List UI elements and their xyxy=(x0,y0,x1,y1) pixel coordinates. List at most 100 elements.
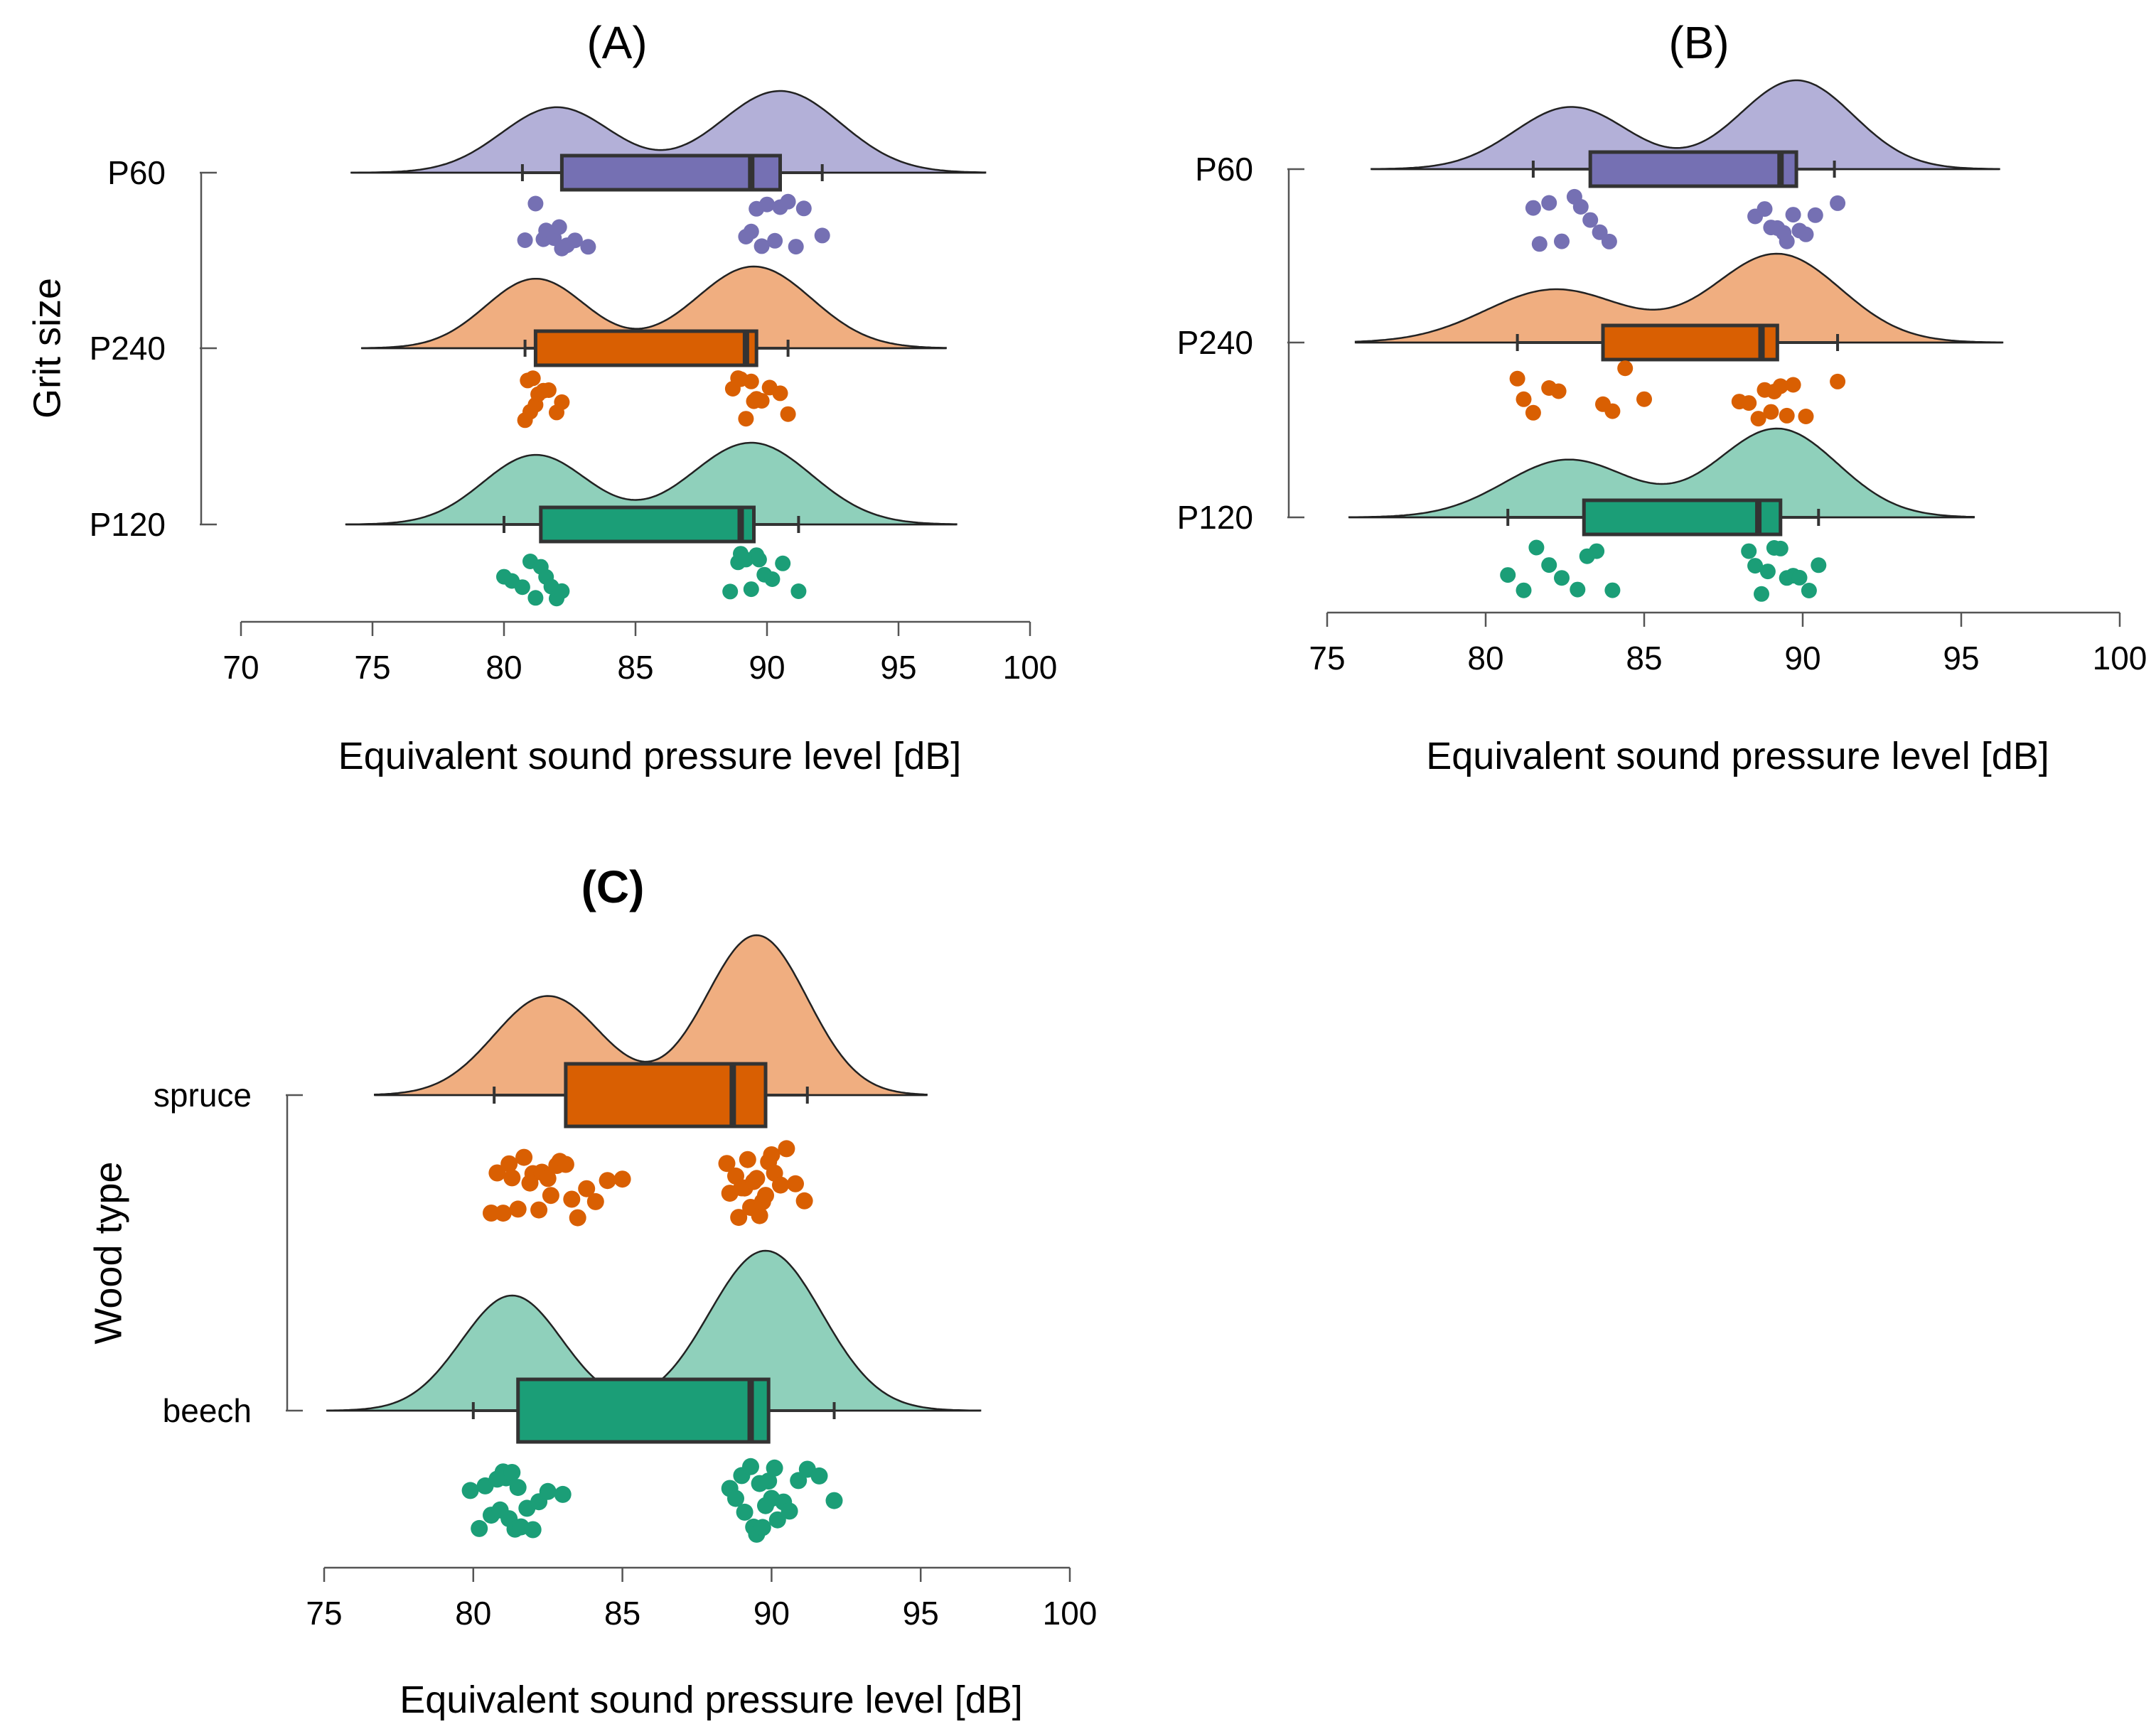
data-point xyxy=(483,1205,500,1222)
x-tick-label: 95 xyxy=(1943,640,1979,677)
box xyxy=(539,505,756,544)
data-point xyxy=(494,1205,512,1222)
data-point xyxy=(471,1519,488,1537)
data-point xyxy=(778,1140,795,1158)
data-point xyxy=(514,579,530,596)
data-point xyxy=(1801,583,1817,598)
data-point xyxy=(743,581,759,598)
data-point xyxy=(509,1479,527,1497)
data-point xyxy=(1617,360,1634,377)
y-tick-label: P240 xyxy=(90,330,166,367)
data-point xyxy=(748,1170,766,1187)
data-point xyxy=(569,1209,586,1227)
data-point xyxy=(578,1180,596,1197)
data-point xyxy=(1830,195,1846,211)
data-point xyxy=(736,1503,753,1521)
data-point xyxy=(1798,226,1814,242)
data-point xyxy=(825,1492,843,1509)
data-point xyxy=(1541,195,1557,211)
data-point xyxy=(1811,557,1827,573)
panel-b: (B) 75 80 85 90 95 100 Equivalent sound pressur… xyxy=(1177,17,2147,777)
data-point xyxy=(753,1519,771,1536)
box xyxy=(1582,498,1783,537)
data-point xyxy=(1759,564,1776,580)
data-point xyxy=(743,373,759,389)
density-cloud xyxy=(1348,427,1975,519)
data-point xyxy=(1541,557,1557,573)
data-point xyxy=(780,193,796,210)
data-point xyxy=(1572,199,1589,215)
series-p120 xyxy=(345,441,958,607)
x-axis-title: Equivalent sound pressure level [dB] xyxy=(399,1679,1023,1721)
data-point xyxy=(1791,569,1808,586)
data-point xyxy=(1525,200,1541,216)
data-point xyxy=(767,232,783,249)
data-point xyxy=(1636,391,1652,407)
data-point xyxy=(760,1472,778,1490)
data-point xyxy=(759,196,775,212)
data-point xyxy=(1601,233,1617,249)
data-point xyxy=(1807,207,1823,223)
data-point xyxy=(738,411,754,427)
panel-a: (A) 70 75 80 85 90 95 100 Equivalent sound press… xyxy=(26,17,1057,777)
box xyxy=(1588,150,1798,188)
data-point xyxy=(1757,201,1773,217)
y-tick-label: beech xyxy=(163,1392,252,1429)
data-point xyxy=(781,1502,798,1520)
data-point xyxy=(1500,567,1516,583)
data-point xyxy=(1741,543,1757,559)
data-point xyxy=(1554,570,1570,586)
data-point xyxy=(1570,581,1586,598)
box xyxy=(1601,323,1779,362)
data-point xyxy=(753,393,770,409)
data-point xyxy=(539,1482,557,1500)
data-point xyxy=(1779,233,1795,249)
data-point xyxy=(1772,378,1788,394)
x-tick-label: 75 xyxy=(354,649,390,686)
data-point xyxy=(780,406,796,422)
x-tick-label: 90 xyxy=(1784,640,1820,677)
data-point xyxy=(1772,540,1788,556)
data-point xyxy=(503,1464,521,1481)
x-tick-label: 85 xyxy=(604,1595,640,1632)
series-beech xyxy=(326,1249,982,1543)
data-point xyxy=(757,1187,774,1205)
data-point xyxy=(764,571,781,587)
x-axis-title: Equivalent sound pressure level [dB] xyxy=(1426,735,2049,777)
data-point xyxy=(775,555,791,571)
panel-c: (C) 75 80 85 90 95 100 Equivalent sound pressur… xyxy=(87,861,1097,1721)
data-point xyxy=(1554,233,1570,249)
data-point xyxy=(557,1156,574,1173)
data-point xyxy=(517,232,533,248)
panel-title: (C) xyxy=(581,861,645,912)
data-point xyxy=(567,232,583,249)
series-p120 xyxy=(1348,427,1975,602)
data-point xyxy=(1785,207,1801,223)
data-point xyxy=(751,551,767,568)
data-point xyxy=(727,1490,744,1507)
data-point xyxy=(527,195,544,212)
data-point xyxy=(814,227,830,244)
data-point xyxy=(787,1175,804,1192)
data-point xyxy=(525,370,541,387)
density-cloud xyxy=(350,90,987,174)
data-point xyxy=(613,1170,631,1188)
data-point xyxy=(1785,377,1801,393)
data-point xyxy=(1763,404,1779,420)
density-cloud xyxy=(1371,79,2000,171)
box xyxy=(533,329,758,367)
data-point xyxy=(772,385,788,402)
data-point xyxy=(772,1176,789,1194)
data-point xyxy=(586,1192,604,1210)
x-tick-label: 100 xyxy=(2093,640,2147,677)
data-point xyxy=(753,238,770,254)
density-cloud xyxy=(1354,252,2004,344)
series-p60 xyxy=(350,90,987,257)
data-point xyxy=(530,1201,548,1219)
x-tick-label: 75 xyxy=(306,1595,342,1632)
data-point xyxy=(509,1200,527,1218)
y-tick-label: spruce xyxy=(154,1077,252,1114)
data-point xyxy=(795,1192,813,1210)
data-point xyxy=(730,1209,748,1227)
data-point xyxy=(540,382,557,398)
